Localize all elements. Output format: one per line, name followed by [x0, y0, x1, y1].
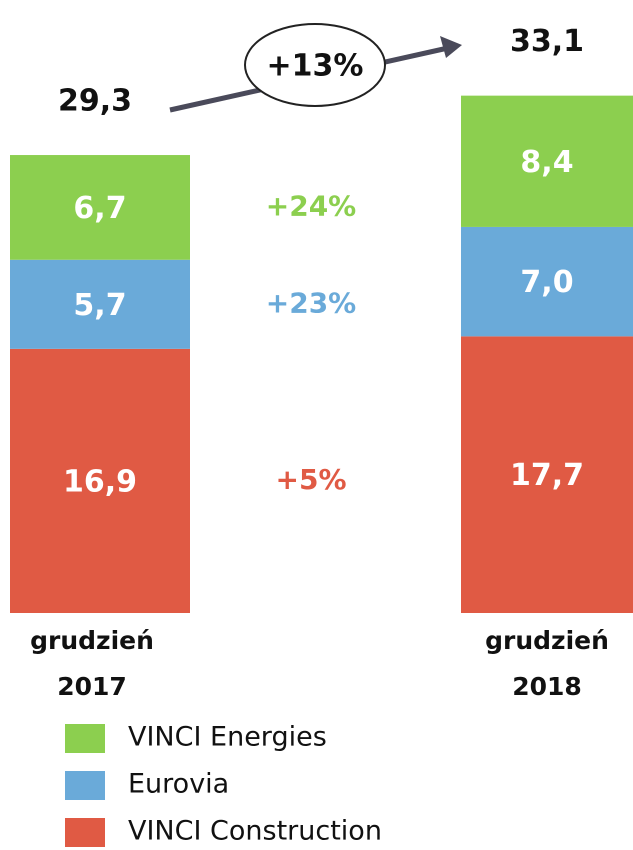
bar-segment [10, 348, 190, 613]
value-label: 5,7 [73, 288, 126, 323]
value-label: 17,7 [510, 458, 584, 493]
arrow-head [440, 36, 462, 58]
total-label: 29,3 [58, 84, 132, 119]
value-label: 16,9 [63, 464, 137, 499]
legend-swatch [65, 818, 105, 847]
bar-segment [10, 155, 190, 260]
bar-segment [10, 259, 190, 349]
bar-segment [461, 95, 633, 227]
legend-label: Eurovia [128, 769, 229, 800]
total-label: 33,1 [510, 24, 584, 59]
change-label: +23% [266, 286, 356, 319]
legend-label: VINCI Energies [128, 722, 327, 753]
category-label: grudzień 2018 [485, 626, 609, 701]
legend-swatch [65, 771, 105, 800]
legend-label: VINCI Construction [128, 816, 382, 847]
total-change: +13% [267, 49, 364, 84]
category-label: grudzień 2017 [30, 626, 154, 701]
value-label: 8,4 [520, 145, 573, 180]
legend-swatch [65, 724, 105, 753]
change-label: +24% [266, 189, 356, 222]
value-label: 7,0 [520, 265, 573, 300]
bar-segment [461, 226, 633, 337]
change-label: +5% [276, 463, 347, 496]
value-label: 6,7 [73, 191, 126, 226]
growth-bubble [244, 23, 386, 107]
bar-segment [461, 336, 633, 613]
